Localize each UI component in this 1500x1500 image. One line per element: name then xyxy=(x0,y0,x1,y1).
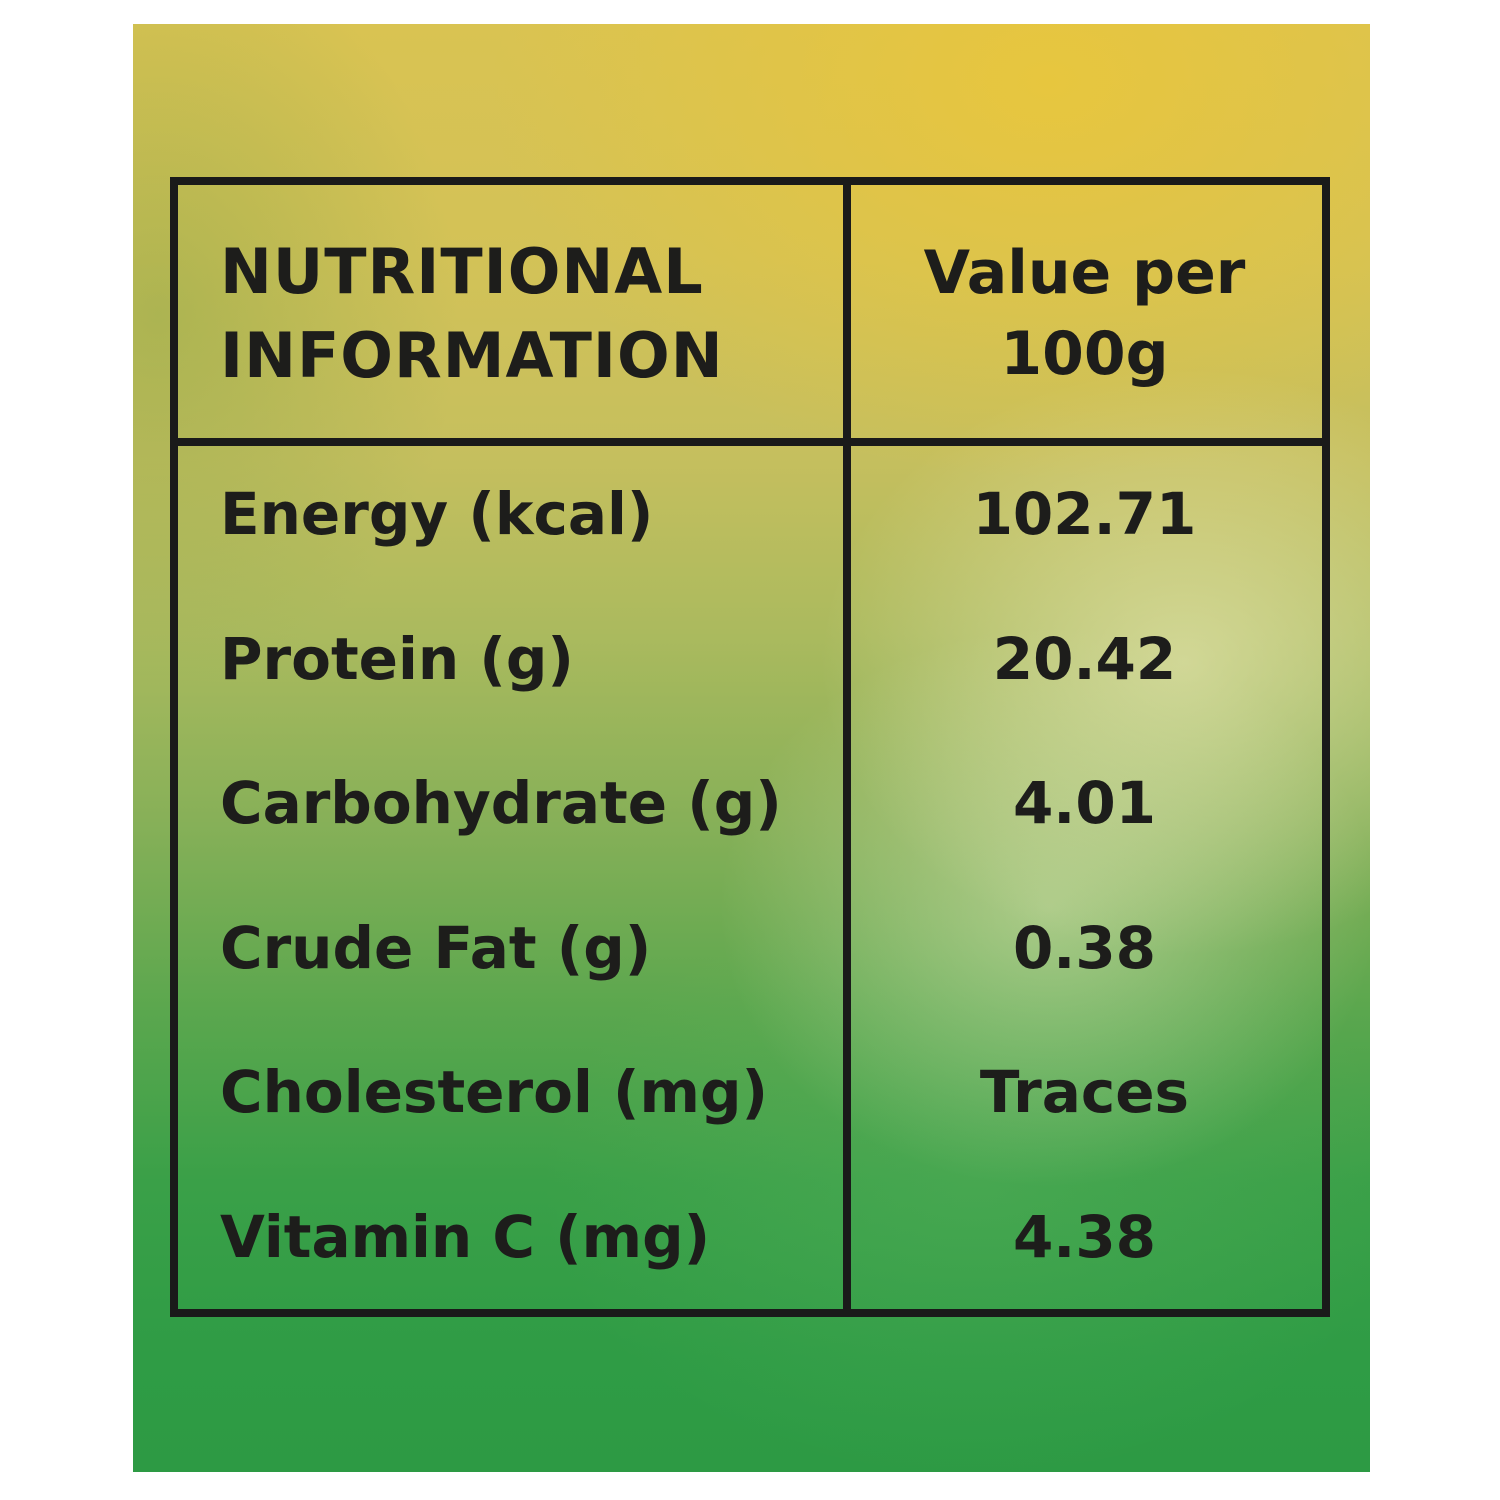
label-background: NUTRITIONAL INFORMATION Value per 100g E… xyxy=(133,24,1370,1472)
nutrient-label: Vitamin C (mg) xyxy=(220,1202,711,1271)
nutrient-value: 4.38 xyxy=(1012,1202,1157,1271)
header-divider-line xyxy=(178,438,1322,446)
nutrient-row-vitamin-c: Vitamin C (mg) xyxy=(178,1165,847,1310)
nutrient-value: 20.42 xyxy=(992,624,1177,693)
table-header-value-cell: Value per 100g xyxy=(847,185,1322,442)
table-header-name-cell: NUTRITIONAL INFORMATION xyxy=(178,185,847,442)
column-divider-line xyxy=(843,185,851,1309)
nutrient-value-carbohydrate: 4.01 xyxy=(847,731,1322,876)
nutrient-label: Energy (kcal) xyxy=(220,480,654,549)
nutrient-value-crude-fat: 0.38 xyxy=(847,876,1322,1021)
nutrient-row-energy: Energy (kcal) xyxy=(178,442,847,587)
nutrient-label: Protein (g) xyxy=(220,624,574,693)
nutrient-value-protein: 20.42 xyxy=(847,587,1322,732)
nutrient-value-vitamin-c: 4.38 xyxy=(847,1165,1322,1310)
nutrient-row-carbohydrate: Carbohydrate (g) xyxy=(178,731,847,876)
nutrient-value: 4.01 xyxy=(1012,769,1157,838)
nutrient-value-cholesterol: Traces xyxy=(847,1020,1322,1165)
nutrient-row-protein: Protein (g) xyxy=(178,587,847,732)
nutrient-value-energy: 102.71 xyxy=(847,442,1322,587)
nutrient-label: Crude Fat (g) xyxy=(220,913,652,982)
nutrient-label: Carbohydrate (g) xyxy=(220,769,782,838)
nutrition-table: NUTRITIONAL INFORMATION Value per 100g E… xyxy=(170,177,1330,1317)
table-title: NUTRITIONAL INFORMATION xyxy=(220,234,724,392)
nutrient-value: 102.71 xyxy=(972,480,1197,549)
nutrient-value: 0.38 xyxy=(1012,913,1157,982)
nutrient-row-crude-fat: Crude Fat (g) xyxy=(178,876,847,1021)
nutrient-row-cholesterol: Cholesterol (mg) xyxy=(178,1020,847,1165)
value-column-header: Value per 100g xyxy=(923,237,1246,389)
nutrient-label: Cholesterol (mg) xyxy=(220,1058,768,1127)
nutrient-value: Traces xyxy=(979,1058,1190,1127)
